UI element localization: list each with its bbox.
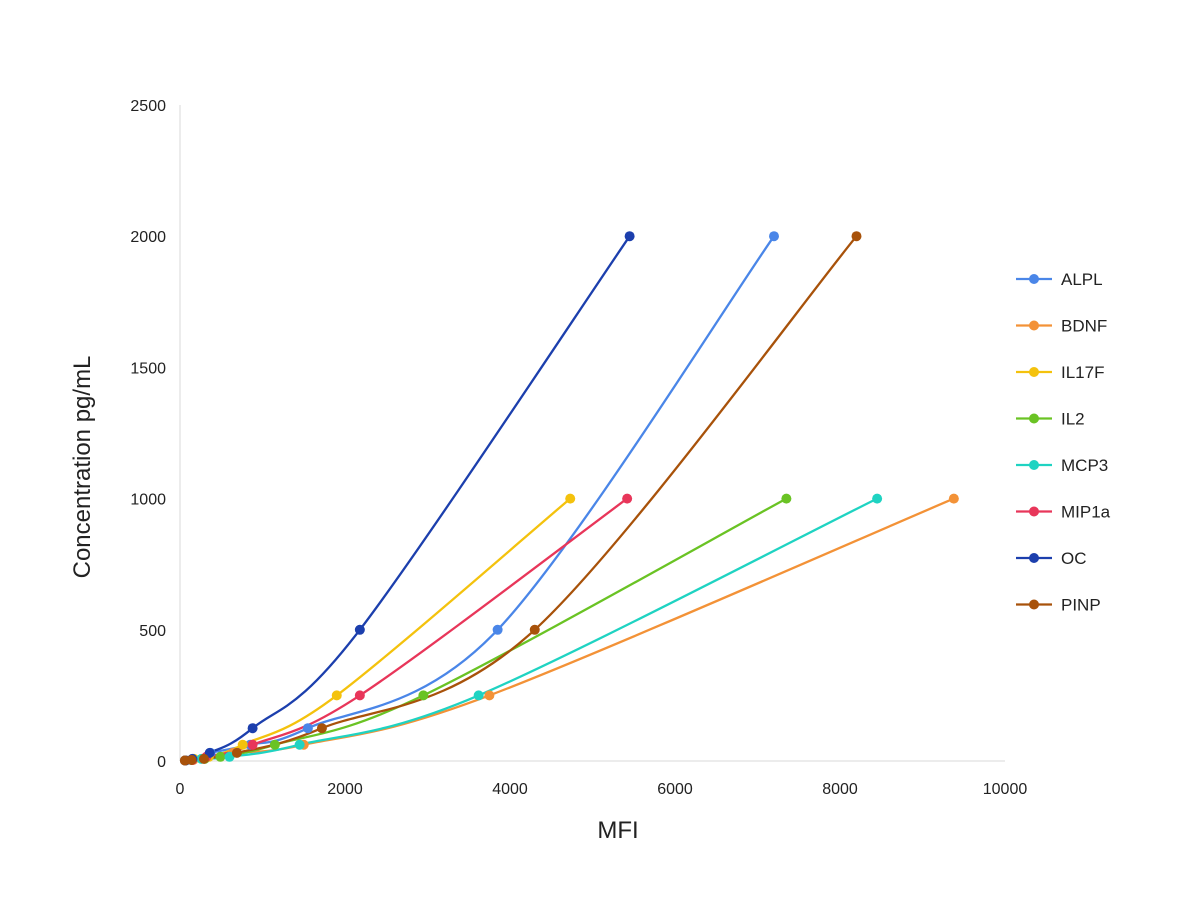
data-point-bdnf <box>948 493 959 504</box>
data-point-mcp3 <box>224 751 235 762</box>
data-point-pinp <box>231 747 242 758</box>
data-point-pinp <box>529 624 540 635</box>
data-point-il17f <box>565 493 576 504</box>
legend-item-mip1a: MIP1a <box>1016 503 1111 522</box>
legend-label: MIP1a <box>1061 503 1111 522</box>
axes: 0 2000 4000 6000 8000 10000 0 500 1000 1500 2000 25… <box>130 98 1027 798</box>
series-line-il2 <box>184 497 787 762</box>
legend-swatch-marker <box>1029 274 1039 284</box>
legend-item-pinp: PINP <box>1016 596 1101 615</box>
y-tick-label: 0 <box>157 754 166 771</box>
y-tick-label: 500 <box>139 623 166 640</box>
data-point-pinp <box>316 723 327 734</box>
data-point-mcp3 <box>872 493 883 504</box>
x-tick-label: 6000 <box>657 781 693 798</box>
legend-label: PINP <box>1061 596 1101 615</box>
legend-label: IL17F <box>1061 363 1104 382</box>
legend-item-alpl: ALPL <box>1016 270 1103 289</box>
legend-item-mcp3: MCP3 <box>1016 456 1108 475</box>
legend-swatch-marker <box>1029 506 1039 517</box>
x-tick-label: 2000 <box>327 781 363 798</box>
legend-swatch-marker <box>1029 553 1039 563</box>
legend-label: IL2 <box>1061 410 1085 429</box>
legend-swatch-marker <box>1029 320 1039 331</box>
legend-swatch-marker <box>1029 460 1039 470</box>
legend-item-oc: OC <box>1016 549 1087 568</box>
data-point-pinp <box>186 754 197 765</box>
legend-item-il17f: IL17F <box>1016 363 1104 382</box>
data-point-mcp3 <box>473 690 484 701</box>
data-point-bdnf <box>484 690 495 701</box>
y-tick-label: 2500 <box>130 98 166 115</box>
legend-label: OC <box>1061 549 1087 568</box>
data-point-mip1a <box>247 739 258 750</box>
series-points <box>179 231 959 766</box>
data-point-oc <box>354 624 365 635</box>
x-tick-label: 0 <box>176 781 185 798</box>
data-point-oc <box>247 723 258 734</box>
x-tick-label: 4000 <box>492 781 528 798</box>
data-point-mip1a <box>622 493 633 504</box>
legend-item-il2: IL2 <box>1016 410 1085 429</box>
y-axis-title: Concentration pg/mL <box>69 356 96 579</box>
legend-label: BDNF <box>1061 317 1107 336</box>
data-point-oc <box>624 231 635 242</box>
x-tick-label: 10000 <box>983 781 1028 798</box>
series-line-il17f <box>185 497 571 762</box>
data-point-il17f <box>331 690 342 701</box>
data-point-mip1a <box>354 690 365 701</box>
data-point-pinp <box>198 753 209 764</box>
legend-label: ALPL <box>1061 270 1103 289</box>
data-point-il17f <box>237 739 248 750</box>
legend-swatch-marker <box>1029 413 1039 424</box>
x-tick-label: 8000 <box>822 781 858 798</box>
series-line-pinp <box>184 235 858 762</box>
legend-label: MCP3 <box>1061 456 1108 475</box>
legend-swatch-marker <box>1029 367 1039 377</box>
y-tick-label: 2000 <box>130 229 166 246</box>
series-line-alpl <box>184 235 775 762</box>
data-point-il2 <box>418 690 429 701</box>
data-point-pinp <box>851 231 862 242</box>
data-point-il2 <box>269 739 280 750</box>
legend-item-bdnf: BDNF <box>1016 317 1107 336</box>
data-point-mcp3 <box>294 739 305 750</box>
data-point-il2 <box>215 751 226 762</box>
legend-swatch-marker <box>1029 599 1039 610</box>
data-point-il2 <box>781 493 792 504</box>
data-point-alpl <box>769 231 779 242</box>
y-tick-label: 1500 <box>130 360 166 377</box>
data-point-alpl <box>492 624 503 635</box>
legend: ALPL BDNF IL17F IL2 MCP3 MIP1a OC PINP <box>1016 270 1111 615</box>
y-tick-label: 1000 <box>130 492 166 509</box>
x-axis-title: MFI <box>597 817 638 844</box>
series-line-oc <box>185 235 631 762</box>
data-point-alpl <box>302 723 313 734</box>
